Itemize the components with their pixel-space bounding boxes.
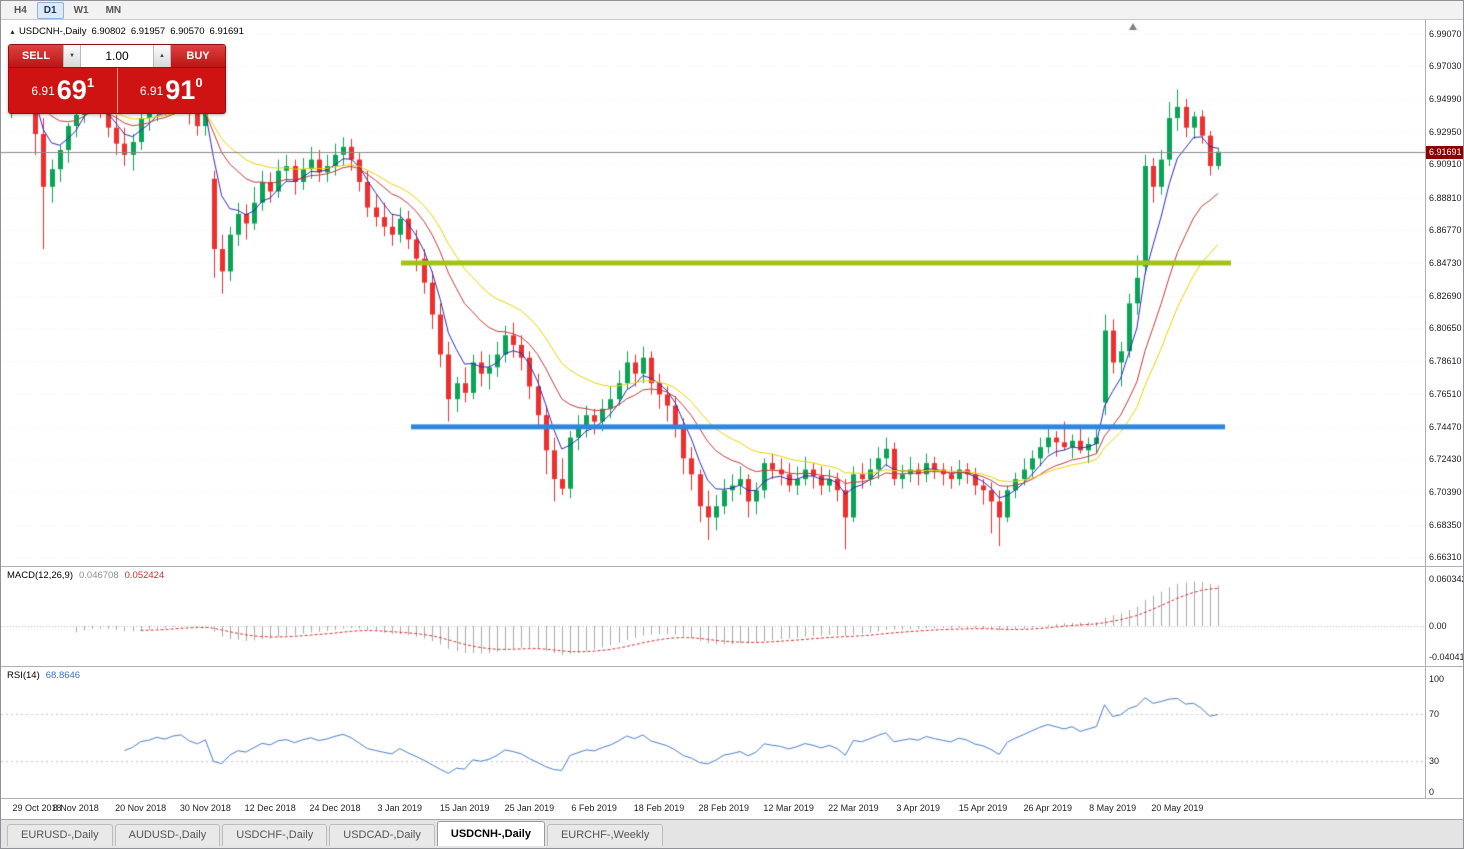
date-axis-label: 12 Mar 2019 [763, 803, 814, 813]
current-price-badge: 6.91691 [1426, 145, 1463, 159]
ohlc-open-value: 6.90802 [91, 26, 126, 37]
arrow-down-icon: ▼ [69, 53, 75, 59]
price-axis-label: 6.99070 [1429, 28, 1462, 39]
date-axis-label: 26 Apr 2019 [1023, 803, 1073, 813]
date-axis-label: 18 Feb 2019 [633, 803, 685, 813]
buy-price-prefix: 6.91 [139, 83, 164, 98]
timeframe-mn-button[interactable]: MN [105, 4, 122, 16]
tab-usdcnh-daily[interactable]: USDCNH-,Daily [436, 821, 545, 846]
rsi-axis-label: 30 [1429, 755, 1440, 766]
buy-price-display[interactable]: 6.91 91 0 [118, 68, 226, 113]
sell-price-pips: 69 [56, 75, 87, 105]
price-axis-label: 6.74470 [1429, 421, 1462, 432]
ohlc-readout: ▲ USDCNH-,Daily 6.90802 6.91957 6.90570 6.916… [9, 26, 249, 37]
sell-price-display[interactable]: 6.91 69 1 [9, 68, 118, 113]
date-axis-label: 29 Oct 2018 [12, 803, 62, 813]
price-axis[interactable]: 6.91691 6.99070 6.97030 6.94990 6.92950 6.90… [1425, 20, 1464, 799]
trade-controls-row: SELL ▼ 1.00 ▲ BUY [9, 45, 225, 68]
main-price-chart-canvas[interactable] [1, 20, 1425, 566]
tab-usdcad-daily[interactable]: USDCAD-,Daily [329, 824, 435, 846]
macd-header: MACD(12,26,9) 0.046708 0.052424 [7, 570, 170, 581]
rsi-axis-label: 100 [1429, 674, 1445, 684]
rsi-axis-label: 0 [1429, 787, 1435, 797]
tab-usdchf-daily[interactable]: USDCHF-,Daily [222, 824, 328, 846]
one-click-trading-panel: SELL ▼ 1.00 ▲ BUY 6.91 69 1 6.91 91 0 [8, 44, 226, 114]
date-axis-label: 20 May 2019 [1151, 803, 1204, 813]
tab-eurchf-weekly[interactable]: EURCHF-,Weekly [546, 824, 664, 846]
pane-separator[interactable] [1, 798, 1463, 799]
rsi-indicator-canvas[interactable] [1, 667, 1425, 798]
buy-price-pips: 91 [165, 75, 196, 105]
date-axis-label: 20 Nov 2018 [115, 803, 167, 813]
date-axis-label: 28 Feb 2019 [698, 803, 750, 813]
volume-decrease-button[interactable]: ▼ [63, 45, 81, 67]
price-axis-label: 6.72430 [1429, 454, 1462, 465]
rsi-title: RSI(14) [7, 670, 40, 681]
price-axis-label: 6.68350 [1429, 519, 1462, 530]
macd-axis-label: 0.00 [1429, 621, 1447, 631]
price-axis-label: 6.97030 [1429, 61, 1462, 72]
ohlc-close-value: 6.91691 [209, 26, 244, 37]
macd-main-value: 0.046708 [79, 570, 119, 581]
date-axis-label: 24 Dec 2018 [309, 803, 361, 813]
price-axis-label: 6.76510 [1429, 389, 1462, 400]
sell-price-fraction: 1 [86, 75, 95, 90]
date-axis-label: 8 May 2019 [1089, 803, 1137, 813]
ohlc-low-value: 6.90570 [170, 26, 205, 37]
timeframe-w1-button[interactable]: W1 [73, 4, 89, 16]
timeframe-h4-button[interactable]: H4 [14, 4, 27, 16]
price-axis-label: 6.94990 [1429, 94, 1462, 105]
price-axis-label: 6.66310 [1429, 552, 1462, 563]
rsi-header: RSI(14) 68.8646 [7, 670, 86, 681]
sell-button[interactable]: SELL [9, 45, 63, 67]
macd-indicator-canvas[interactable] [1, 567, 1425, 666]
chart-region: ▲ USDCNH-,Daily 6.90802 6.91957 6.90570 6.916… [1, 20, 1464, 819]
date-axis-label: 8 Nov 2018 [52, 803, 99, 813]
ohlc-high-value: 6.91957 [130, 26, 166, 37]
price-axis-label: 6.86770 [1429, 225, 1462, 236]
chart-symbol-label: USDCNH-,Daily [18, 26, 87, 37]
timeframe-d1-button[interactable]: D1 [36, 1, 64, 19]
sell-price-prefix: 6.91 [31, 83, 55, 98]
tab-eurusd-daily[interactable]: EURUSD-,Daily [7, 824, 113, 846]
buy-button[interactable]: BUY [171, 45, 225, 67]
volume-input[interactable]: 1.00 [81, 45, 153, 67]
tab-audusd-daily[interactable]: AUDUSD-,Daily [114, 824, 221, 846]
date-axis-label: 3 Jan 2019 [377, 803, 423, 813]
price-axis-label: 6.90910 [1429, 159, 1462, 170]
date-axis-label: 15 Jan 2019 [439, 803, 490, 813]
date-axis-label: 12 Dec 2018 [244, 803, 296, 813]
trade-prices-row: 6.91 69 1 6.91 91 0 [9, 68, 225, 113]
date-axis-label: 15 Apr 2019 [958, 803, 1008, 813]
price-axis-label: 6.70390 [1429, 487, 1462, 498]
pane-separator[interactable] [1, 666, 1463, 667]
price-axis-label: 6.78610 [1429, 355, 1462, 366]
one-click-toggle-icon[interactable]: ▲ [9, 29, 16, 36]
macd-axis-label: 0.060342 [1429, 573, 1464, 584]
price-axis-label: 6.84730 [1429, 257, 1462, 268]
timeframe-toolbar: H4 D1 W1 MN [1, 1, 1463, 20]
volume-increase-button[interactable]: ▲ [153, 45, 171, 67]
date-axis-label: 30 Nov 2018 [179, 803, 231, 813]
rsi-value: 68.8646 [45, 670, 81, 681]
macd-title: MACD(12,26,9) [7, 570, 73, 581]
price-axis-label: 6.92950 [1429, 126, 1462, 137]
date-axis[interactable]: 29 Oct 2018 8 Nov 2018 20 Nov 2018 30 Nov 2… [1, 799, 1463, 819]
date-axis-label: 22 Mar 2019 [828, 803, 879, 813]
pane-separator[interactable] [1, 566, 1463, 567]
macd-signal-value: 0.052424 [124, 570, 165, 581]
price-axis-label: 6.80650 [1429, 323, 1462, 334]
chart-tab-bar: EURUSD-,Daily AUDUSD-,Daily USDCHF-,Dail… [1, 819, 1463, 848]
buy-price-fraction: 0 [195, 75, 203, 90]
price-axis-label: 6.82690 [1429, 290, 1462, 301]
date-axis-label: 3 Apr 2019 [896, 803, 940, 813]
price-axis-label: 6.88810 [1429, 192, 1462, 203]
date-axis-label: 25 Jan 2019 [504, 803, 555, 813]
arrow-up-icon: ▲ [159, 53, 165, 59]
macd-axis-label: -0.040415 [1429, 652, 1463, 663]
date-axis-label: 6 Feb 2019 [571, 803, 617, 813]
rsi-axis-label: 70 [1429, 709, 1440, 720]
